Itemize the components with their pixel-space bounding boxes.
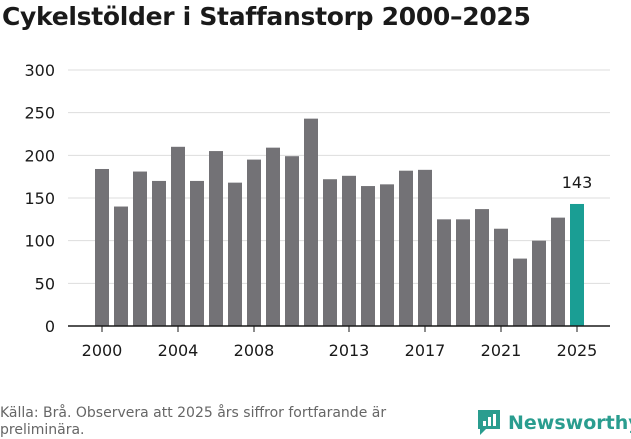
bar-2021 bbox=[494, 228, 508, 326]
source-note: Källa: Brå. Observera att 2025 års siffr… bbox=[0, 405, 387, 438]
x-tick-label-2021: 2021 bbox=[481, 341, 522, 360]
bar-2011 bbox=[304, 118, 318, 326]
x-tick-label-2013: 2013 bbox=[329, 341, 370, 360]
bar-2016 bbox=[399, 170, 413, 326]
x-tick-label-2000: 2000 bbox=[82, 341, 123, 360]
bar-2024 bbox=[551, 217, 565, 326]
axis-layer bbox=[68, 325, 610, 332]
bar-2001 bbox=[114, 206, 128, 326]
y-tick-label-150: 150 bbox=[24, 189, 55, 208]
bar-annotation-2025: 143 bbox=[562, 173, 593, 192]
bar-2018 bbox=[437, 219, 451, 326]
label-layer: 0 50 100 150 200 250 300 143 2000 2004 2008 2013 201… bbox=[24, 61, 597, 360]
x-tick-label-2008: 2008 bbox=[234, 341, 275, 360]
y-tick-label-300: 300 bbox=[24, 61, 55, 80]
bar-2022 bbox=[513, 258, 527, 326]
chart-title: Cykelstölder i Staffanstorp 2000–2025 bbox=[2, 2, 531, 31]
bar-2012 bbox=[323, 179, 337, 326]
bar-2000 bbox=[95, 168, 109, 326]
y-tick-label-50: 50 bbox=[35, 274, 55, 293]
bar-2014 bbox=[361, 186, 375, 326]
bar-2015 bbox=[380, 184, 394, 326]
newsworthy-logo[interactable]: Newsworthy bbox=[476, 408, 631, 438]
newsworthy-logo-icon bbox=[478, 410, 500, 435]
x-tick-label-2004: 2004 bbox=[158, 341, 199, 360]
bar-2013 bbox=[342, 175, 356, 326]
newsworthy-logo-label: Newsworthy bbox=[508, 412, 631, 434]
grid-layer bbox=[68, 69, 610, 284]
bar-2007 bbox=[228, 182, 242, 326]
bar-2023 bbox=[532, 240, 546, 326]
bar-chart: 0 50 100 150 200 250 300 143 2000 2004 2008 2013 201… bbox=[24, 61, 610, 360]
bar-2010 bbox=[285, 156, 299, 326]
bar-2002 bbox=[133, 171, 147, 326]
x-tick-label-2017: 2017 bbox=[405, 341, 446, 360]
y-tick-label-100: 100 bbox=[24, 232, 55, 251]
bar-layer bbox=[95, 118, 584, 326]
bar-2004 bbox=[171, 146, 185, 326]
bar-2006 bbox=[209, 151, 223, 326]
bar-2020 bbox=[475, 209, 489, 326]
bar-2008 bbox=[247, 159, 261, 326]
bar-2017 bbox=[418, 169, 432, 326]
bar-2019 bbox=[456, 219, 470, 326]
bar-2003 bbox=[152, 180, 166, 326]
bar-2005 bbox=[190, 180, 204, 326]
y-tick-label-200: 200 bbox=[24, 146, 55, 165]
y-tick-label-250: 250 bbox=[24, 104, 55, 123]
bar-2025 bbox=[570, 203, 584, 326]
x-tick-label-2025: 2025 bbox=[557, 341, 598, 360]
y-tick-label-0: 0 bbox=[45, 317, 55, 336]
bar-2009 bbox=[266, 147, 280, 326]
